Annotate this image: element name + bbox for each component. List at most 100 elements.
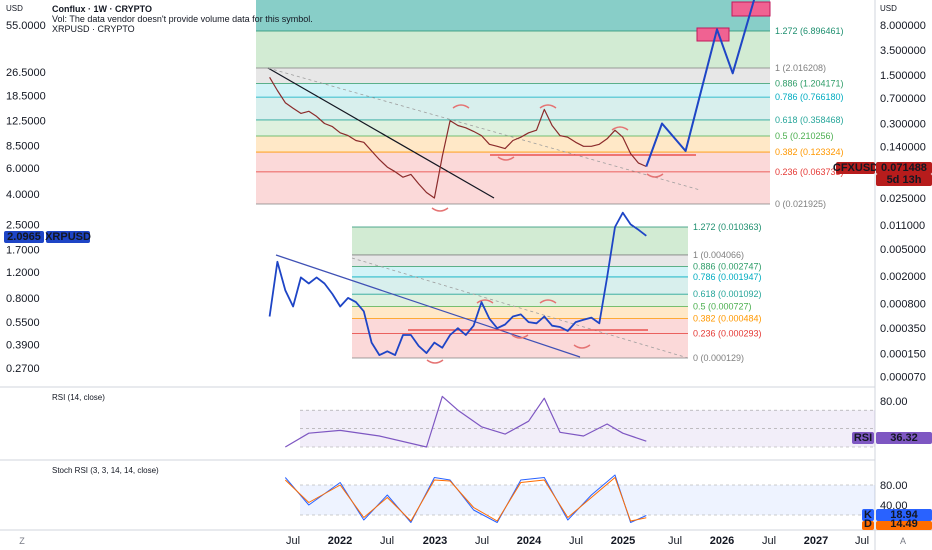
pattern-arc: [539, 104, 557, 109]
cfx-symbol-badge-bg: [836, 162, 875, 174]
fib-level-label: 0.382 (0.123324): [775, 147, 844, 157]
fib-level-label: 0.236 (0.000293): [693, 328, 762, 338]
fib-level-label: 0.786 (0.766180): [775, 92, 844, 102]
fib-level-label: 0.382 (0.000484): [693, 314, 762, 324]
fib-zone: [352, 227, 688, 255]
fib-zone: [256, 31, 770, 68]
fib-level-label: 0.618 (0.001092): [693, 289, 762, 299]
fib-level-label: 0.886 (1.204171): [775, 78, 844, 88]
stoch-d-badge-bg: [862, 521, 874, 530]
fib-zone: [352, 294, 688, 307]
right-axis-tick-label: 0.000150: [880, 348, 926, 360]
rsi-symbol-badge: RSI: [854, 432, 872, 444]
fib-level-label: 0.786 (0.001947): [693, 272, 762, 282]
left-axis-tick-label: 1.7000: [6, 244, 40, 256]
fib-zone: [352, 276, 688, 295]
left-axis-tick-label: 0.5500: [6, 317, 40, 329]
xrp-price-line: [268, 211, 647, 357]
fib-zone: [256, 171, 770, 204]
pattern-arc: [431, 207, 449, 212]
cfx-last-price-badge-bg: [876, 162, 932, 174]
fib-level-label: 1 (0.004066): [693, 250, 744, 260]
time-axis-label: 2022: [328, 535, 352, 547]
right-axis-tick-label: 0.300000: [880, 118, 926, 130]
fib-zone: [352, 266, 688, 277]
xrp-downtrend-line: [275, 254, 581, 358]
left-currency-label: USD: [6, 4, 23, 13]
pattern-arc: [452, 104, 470, 109]
xrp-last-price-badge-bg: [4, 231, 44, 243]
right-axis-tick-label: 0.011000: [880, 220, 925, 232]
rsi-axis-tick-label: 80.00: [880, 396, 908, 408]
overlay-title: XRPUSD · CRYPTO: [52, 24, 135, 34]
time-axis-label: 2026: [710, 535, 734, 547]
left-axis-tick-label: 12.5000: [6, 116, 46, 128]
cfx-downtrend-line: [267, 67, 495, 199]
left-axis-tick-label: 4.0000: [6, 189, 40, 201]
time-axis-label: 2024: [517, 535, 542, 547]
stoch-k-badge: K: [864, 509, 872, 521]
time-axis-label: Jul: [762, 535, 776, 547]
pattern-arc: [497, 156, 515, 161]
fib-zone: [256, 67, 770, 84]
fib-zone: [352, 254, 688, 267]
pattern-arc: [573, 344, 591, 349]
pattern-arc: [539, 299, 557, 304]
right-axis-tick-label: 0.000350: [880, 323, 926, 335]
right-axis-tick-label: 3.500000: [880, 45, 926, 57]
xrp-fibonacci-levels: 1.272 (0.010363) 1 (0.004066) 0.886 (0.002…: [352, 222, 762, 363]
xrp-dotted-trend: [351, 257, 689, 359]
cfx-dotted-trend: [267, 67, 701, 191]
fib-level-label: 0.5 (0.000727): [693, 301, 752, 311]
volume-note: Vol: The data vendor doesn't provide vol…: [52, 14, 313, 24]
stoch-k-badge-bg: [862, 509, 874, 521]
auto-scale-icon: A: [900, 536, 906, 546]
stoch-k-value-badge: 18.94: [890, 509, 918, 521]
fib-level-label: 0 (0.021925): [775, 199, 826, 209]
right-axis-tick-label: 8.000000: [880, 20, 926, 32]
fib-level-label: 1 (2.016208): [775, 63, 826, 73]
left-axis-tick-label: 2.5000: [6, 219, 40, 231]
fib-level-label: 0.886 (0.002747): [693, 262, 762, 272]
right-axis-tick-label: 0.002000: [880, 271, 926, 283]
cfx-countdown-badge: 5d 13h: [887, 174, 922, 186]
fib-zone: [256, 0, 770, 31]
time-axis-label: Jul: [855, 535, 869, 547]
chart-legend: Conflux · 1W · CRYPTO Vol: The data vend…: [52, 4, 313, 34]
rsi-value-badge-bg: [876, 432, 932, 444]
xrp-last-price-badge: 2.0965: [7, 231, 41, 243]
pattern-arc: [426, 359, 444, 364]
stoch-d-badge: D: [864, 518, 872, 530]
pattern-arc: [476, 299, 494, 304]
rsi-band: [300, 410, 875, 447]
pattern-arc: [646, 173, 664, 178]
right-axis-tick-label: 0.140000: [880, 141, 926, 153]
left-axis-tick-label: 6.0000: [6, 163, 40, 175]
right-currency-label: USD: [880, 4, 897, 13]
chart-title: Conflux · 1W · CRYPTO: [52, 4, 152, 14]
left-axis-tick-label: 1.2000: [6, 267, 40, 279]
right-axis-tick-label: 1.500000: [880, 70, 926, 82]
time-axis-label: 2025: [611, 535, 635, 547]
target-box: [696, 27, 730, 42]
fib-zone: [256, 119, 770, 136]
rsi-value-badge: 36.32: [890, 432, 918, 444]
fib-level-label: 0.5 (0.210256): [775, 131, 834, 141]
left-axis-tick-label: 0.3900: [6, 339, 40, 351]
fib-zone: [352, 306, 688, 319]
left-axis-tick-label: 55.0000: [6, 20, 46, 32]
fib-level-label: 0.618 (0.358468): [775, 115, 844, 125]
cfx-fibonacci-levels: 1.272 (6.896461) 1 (2.016208) 0.886 (1.204…: [256, 0, 844, 209]
stoch-pane-label: Stoch RSI (3, 3, 14, 14, close): [52, 466, 159, 475]
z-icon: Z: [19, 536, 25, 546]
cfx-symbol-badge: CFXUSD: [833, 162, 878, 174]
stoch-band: [300, 485, 875, 515]
cfx-last-price-badge: 0.071488: [881, 162, 927, 174]
fib-zone: [256, 152, 770, 172]
fib-zone: [352, 318, 688, 334]
rsi-symbol-badge-bg: [852, 432, 874, 444]
